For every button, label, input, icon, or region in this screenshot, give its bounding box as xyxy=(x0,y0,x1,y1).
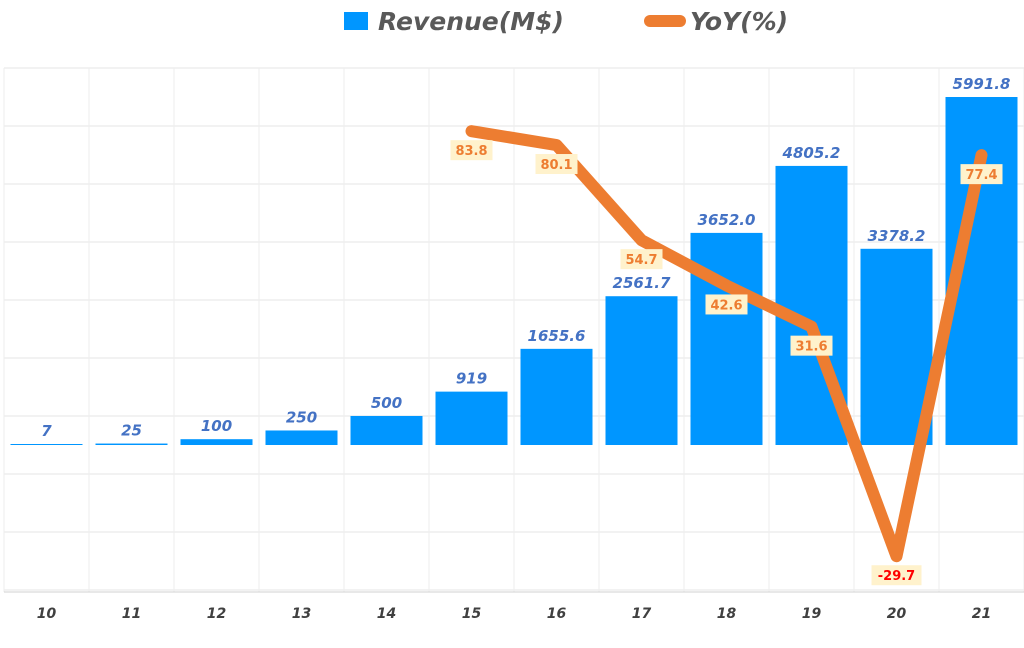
bar-label-20: 3378.2 xyxy=(868,227,926,245)
x-tick-15: 15 xyxy=(462,606,482,622)
bar-10 xyxy=(10,444,83,445)
legend: Revenue(M$) YoY(%) xyxy=(344,7,788,36)
bar-label-12: 100 xyxy=(201,417,232,435)
x-tick-20: 20 xyxy=(887,606,907,622)
x-axis-labels: 10 11 12 13 14 15 16 17 18 19 20 21 xyxy=(37,606,991,622)
bar-20 xyxy=(860,248,933,445)
x-tick-13: 13 xyxy=(292,606,311,622)
revenue-labels: 7 25 100 250 500 919 1655.6 2561.7 3652.0 4805.2 3… xyxy=(41,75,1010,440)
x-tick-17: 17 xyxy=(632,606,652,622)
bar-label-21: 5991.8 xyxy=(953,75,1011,93)
yoy-label-18: 42.6 xyxy=(710,298,742,313)
x-tick-18: 18 xyxy=(717,606,737,622)
bar-label-11: 25 xyxy=(121,422,142,440)
bar-label-15: 919 xyxy=(456,370,487,388)
bar-17 xyxy=(605,296,678,445)
bar-14 xyxy=(350,415,423,445)
bar-13 xyxy=(265,430,338,445)
x-tick-11: 11 xyxy=(122,606,141,622)
yoy-label-16: 80.1 xyxy=(540,158,572,173)
bar-11 xyxy=(95,443,168,445)
x-tick-14: 14 xyxy=(377,606,396,622)
yoy-label-21: 77.4 xyxy=(965,168,997,183)
yoy-label-bg-18 xyxy=(705,294,748,315)
bar-label-17: 2561.7 xyxy=(613,274,671,292)
bar-label-16: 1655.6 xyxy=(528,327,586,345)
bar-label-14: 500 xyxy=(371,394,402,412)
yoy-label-17: 54.7 xyxy=(625,253,657,268)
yoy-label-bg-15 xyxy=(450,140,493,161)
x-tick-16: 16 xyxy=(547,606,567,622)
bar-12 xyxy=(180,439,253,445)
bar-16 xyxy=(520,348,593,445)
x-tick-10: 10 xyxy=(37,606,57,622)
bar-18 xyxy=(690,232,763,445)
bar-15 xyxy=(435,391,508,445)
gridlines xyxy=(3,67,1024,593)
yoy-label-bg-20 xyxy=(871,565,922,586)
yoy-line xyxy=(465,125,988,563)
legend-revenue-label: Revenue(M$) xyxy=(378,7,564,36)
bar-label-18: 3652.0 xyxy=(698,211,756,229)
yoy-label-bg-21 xyxy=(960,164,1003,185)
bar-label-10: 7 xyxy=(41,422,52,440)
bar-label-13: 250 xyxy=(286,408,317,426)
yoy-label-15: 83.8 xyxy=(455,144,487,159)
x-tick-19: 19 xyxy=(802,606,822,622)
yoy-label-20: -29.7 xyxy=(878,569,915,584)
legend-revenue-swatch xyxy=(344,12,368,30)
yoy-labels: 83.8 80.1 54.7 42.6 31.6 -29.7 77.4 xyxy=(450,140,1003,586)
bar-label-19: 4805.2 xyxy=(782,144,841,162)
x-tick-12: 12 xyxy=(207,606,226,622)
legend-yoy-label: YoY(%) xyxy=(690,7,788,36)
yoy-label-19: 31.6 xyxy=(795,340,827,355)
x-tick-21: 21 xyxy=(972,606,991,622)
yoy-label-bg-19 xyxy=(790,335,833,356)
yoy-label-bg-16 xyxy=(535,154,578,175)
yoy-line-path xyxy=(465,125,988,563)
yoy-label-bg-17 xyxy=(620,249,663,270)
